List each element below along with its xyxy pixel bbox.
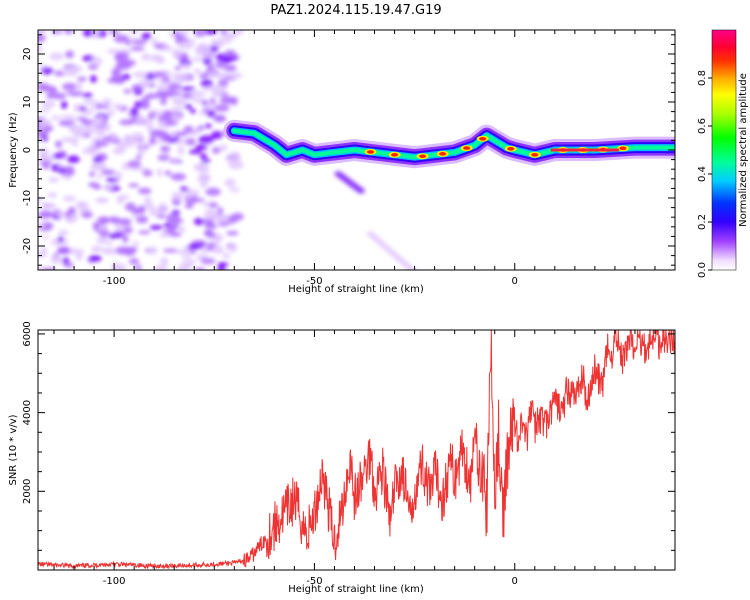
spectrogram-ytick-label: -20 — [22, 238, 33, 254]
colorbar-gradient — [711, 29, 737, 271]
snr-ticks: -100 -50 0 2000 4000 6000 — [22, 321, 676, 587]
ridge-hotspot-core — [507, 147, 515, 151]
spectrogram-xtick-label: 0 — [512, 276, 518, 287]
chart-title: PAZ1.2024.115.19.47.G19 — [270, 3, 441, 18]
snr-ytick-label: 2000 — [22, 479, 33, 504]
snr-panel: -100 -50 0 2000 4000 6000 Height of straight … — [8, 321, 676, 595]
spectrogram-xtick-label: -50 — [306, 276, 322, 287]
spectrogram-ytick-label: 10 — [22, 96, 33, 109]
colorbar: 0.0 0.2 0.4 0.6 0.8 Normalized spectral ampl… — [697, 29, 749, 278]
heatmap-ridge — [223, 119, 675, 169]
ridge-hotspot-core — [439, 152, 447, 156]
ridge-hotspot-core — [419, 154, 427, 159]
heatmap-noise — [38, 30, 418, 270]
ridge-hotspot-core — [531, 153, 539, 157]
ridge-hotspot-core — [619, 146, 627, 151]
ridge-band-4 — [232, 128, 675, 160]
snr-series-line — [38, 330, 675, 570]
colorbar-tick-label: 0.0 — [697, 262, 708, 278]
snr-ylabel: SNR (10 * v/v) — [8, 414, 19, 485]
colorbar-tick-label: 0.8 — [697, 70, 708, 86]
colorbar-tick-label: 0.2 — [697, 214, 708, 230]
snr-xtick-label: -50 — [306, 576, 322, 587]
snr-ytick-label: 6000 — [22, 321, 33, 346]
spectrogram-xtick-label: -100 — [103, 276, 126, 287]
spectrogram-ytick-label: -10 — [22, 190, 33, 206]
snr-xtick-label: -100 — [103, 576, 126, 587]
ridge-hotspot-core — [391, 153, 399, 157]
snr-xtick-label: 0 — [512, 576, 518, 587]
colorbar-ticks: 0.0 0.2 0.4 0.6 0.8 — [697, 70, 712, 278]
colorbar-label: Normalized spectral amplitude — [738, 73, 749, 227]
snr-frame — [37, 329, 676, 571]
spectrogram-ytick-label: 0 — [22, 147, 33, 153]
ridge-hotspot-core — [367, 150, 375, 154]
colorbar-tick-label: 0.6 — [697, 118, 708, 134]
spectrogram-ytick-label: 20 — [22, 48, 33, 61]
ridge-hotspot-core — [463, 146, 471, 150]
colorbar-tick-label: 0.4 — [697, 166, 708, 182]
ridge-hotspot-core — [479, 137, 487, 141]
snr-ytick-label: 4000 — [22, 400, 33, 425]
spectrogram-xlabel: Height of straight line (km) — [288, 284, 424, 295]
snr-xlabel: Height of straight line (km) — [288, 584, 424, 595]
spectrogram-ylabel: Frequency (Hz) — [8, 112, 19, 188]
